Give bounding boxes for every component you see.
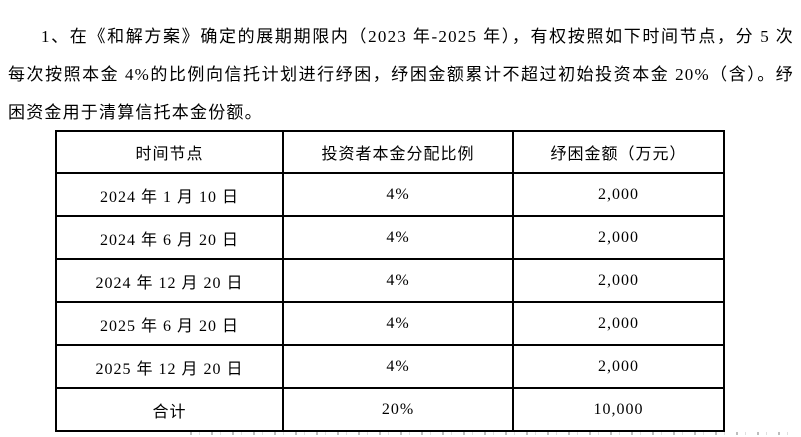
- relief-schedule-table: 时间节点 投资者本金分配比例 纾困金额（万元） 2024 年 1 月 10 日 …: [55, 130, 725, 432]
- table-total-row: 合计 20% 10,000: [55, 387, 725, 432]
- table-row: 2024 年 1 月 10 日 4% 2,000: [55, 172, 725, 217]
- table-row: 2025 年 6 月 20 日 4% 2,000: [55, 301, 725, 346]
- table-row: 2025 年 12 月 20 日 4% 2,000: [55, 344, 725, 389]
- table-row: 2024 年 12 月 20 日 4% 2,000: [55, 258, 725, 303]
- column-header-time-node: 时间节点: [55, 130, 284, 174]
- table-cell-ratio: 4%: [282, 258, 514, 303]
- column-header-allocation-ratio: 投资者本金分配比例: [282, 130, 514, 174]
- table-cell-total-amount: 10,000: [512, 387, 725, 432]
- table-row: 2024 年 6 月 20 日 4% 2,000: [55, 215, 725, 260]
- body-paragraph: 1、在《和解方案》确定的展期期限内（2023 年-2025 年），有权按照如下时…: [8, 27, 794, 122]
- table-cell-date: 2024 年 12 月 20 日: [55, 258, 284, 303]
- table-cell-ratio: 4%: [282, 215, 514, 260]
- table-cell-date: 2024 年 1 月 10 日: [55, 172, 284, 217]
- table-cell-date: 2025 年 12 月 20 日: [55, 344, 284, 389]
- table-header-row: 时间节点 投资者本金分配比例 纾困金额（万元）: [55, 130, 725, 174]
- table-cell-amount: 2,000: [512, 172, 725, 217]
- table-cell-date: 2024 年 6 月 20 日: [55, 215, 284, 260]
- cropped-text-artifact: [190, 432, 797, 435]
- table-cell-amount: 2,000: [512, 301, 725, 346]
- table-cell-ratio: 4%: [282, 301, 514, 346]
- table-cell-date: 2025 年 6 月 20 日: [55, 301, 284, 346]
- table-cell-amount: 2,000: [512, 344, 725, 389]
- column-header-relief-amount: 纾困金额（万元）: [512, 130, 725, 174]
- table-cell-ratio: 4%: [282, 172, 514, 217]
- table-cell-total-label: 合计: [55, 387, 284, 432]
- table-cell-total-ratio: 20%: [282, 387, 514, 432]
- table-cell-amount: 2,000: [512, 215, 725, 260]
- table-cell-ratio: 4%: [282, 344, 514, 389]
- table-cell-amount: 2,000: [512, 258, 725, 303]
